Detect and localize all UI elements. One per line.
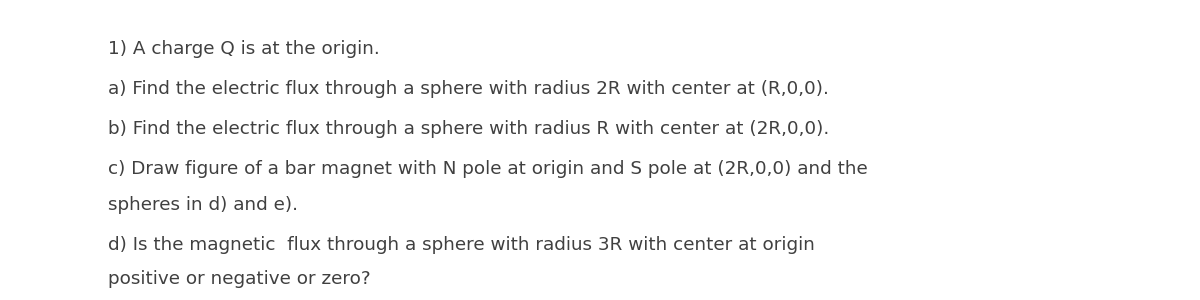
- Text: 1) A charge Q is at the origin.: 1) A charge Q is at the origin.: [108, 40, 379, 58]
- Text: spheres in d) and e).: spheres in d) and e).: [108, 196, 298, 214]
- Text: d) Is the magnetic  flux through a sphere with radius 3R with center at origin: d) Is the magnetic flux through a sphere…: [108, 236, 815, 253]
- Text: positive or negative or zero?: positive or negative or zero?: [108, 270, 371, 288]
- Text: c) Draw figure of a bar magnet with N pole at origin and S pole at (2R,0,0) and : c) Draw figure of a bar magnet with N po…: [108, 160, 868, 178]
- Text: a) Find the electric flux through a sphere with radius 2R with center at (R,0,0): a) Find the electric flux through a sphe…: [108, 80, 829, 98]
- Text: b) Find the electric flux through a sphere with radius R with center at (2R,0,0): b) Find the electric flux through a sphe…: [108, 120, 829, 138]
